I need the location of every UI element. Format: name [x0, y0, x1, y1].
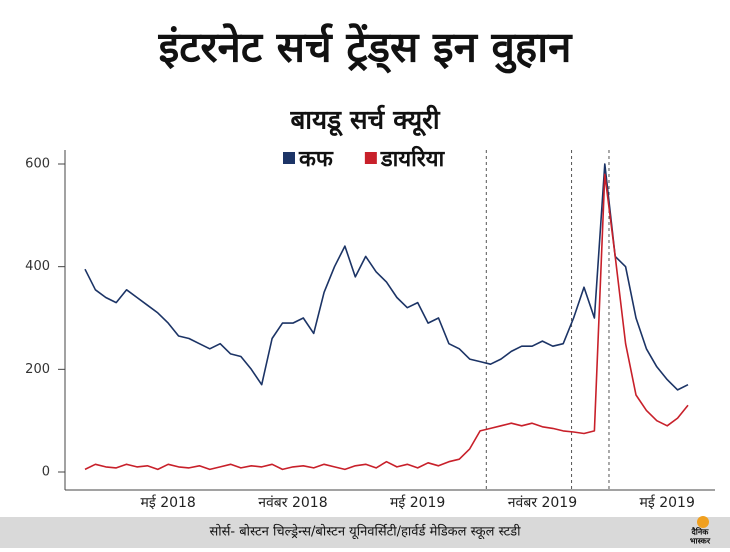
x-tick-label: मई 2018 [141, 494, 196, 511]
series-line [84, 173, 689, 471]
x-tick-label: नवंबर 2018 [258, 495, 327, 511]
x-tick-label: नवंबर 2019 [508, 495, 577, 511]
legend-swatch [364, 152, 377, 164]
x-tick-label: मई 2019 [390, 494, 445, 511]
y-tick-label: 0 [42, 465, 50, 480]
legend-label: कफ [298, 147, 334, 172]
x-tick-label: मई 2019 [640, 494, 695, 511]
chart-title: इंटरनेट सर्च ट्रेंड्स इन वुहान [158, 23, 573, 74]
y-tick-label: 400 [25, 259, 50, 274]
series-line [84, 163, 689, 391]
chart-subtitle: बायडू सर्च क्यूरी [289, 105, 440, 137]
y-tick-label: 200 [25, 362, 50, 377]
footer [0, 517, 730, 548]
logo: भास्कर [690, 537, 711, 546]
legend-swatch [283, 152, 295, 164]
y-tick-label: 600 [25, 157, 50, 172]
logo-icon [697, 516, 709, 528]
source: सोर्स- बोस्टन चिल्ड्रेन्स/बोस्टन यूनिवर्… [209, 524, 521, 540]
logo: दैनिक [691, 527, 710, 537]
legend-label: डायरिया [380, 145, 446, 172]
